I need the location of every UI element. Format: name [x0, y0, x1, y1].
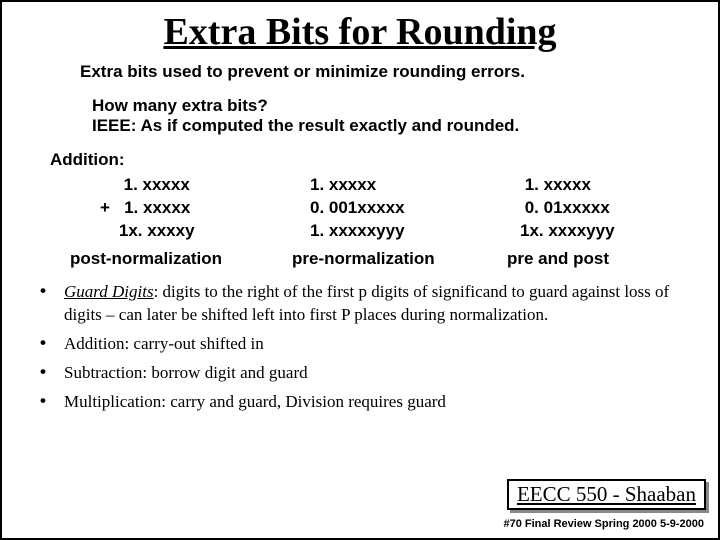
addition-columns: 1. xxxxx + 1. xxxxx 1x. xxxxy 1. xxxxx 0…: [100, 174, 698, 243]
col2-row3: 1. xxxxxyyy: [310, 220, 520, 243]
slide-frame: Extra Bits for Rounding Extra bits used …: [0, 0, 720, 540]
col1-row3: 1x. xxxxy: [100, 220, 310, 243]
column-labels-row: post-normalization pre-normalization pre…: [70, 249, 698, 269]
slide-title: Extra Bits for Rounding: [22, 10, 698, 54]
col2-row2: 0. 001xxxxx: [310, 197, 520, 220]
label-pre-and-post: pre and post: [507, 249, 657, 269]
bullet-addition-text: Addition: carry-out shifted in: [64, 333, 698, 356]
ieee-statement: IEEE: As if computed the result exactly …: [92, 116, 698, 136]
bullet-mark-icon: •: [40, 391, 64, 411]
bullet-guard-text: Guard Digits: digits to the right of the…: [64, 281, 698, 327]
addition-heading: Addition:: [50, 150, 698, 170]
intro-text: Extra bits used to prevent or minimize r…: [80, 62, 698, 82]
label-post-normalization: post-normalization: [70, 249, 292, 269]
question-extra-bits: How many extra bits?: [92, 96, 698, 116]
label-pre-normalization: pre-normalization: [292, 249, 507, 269]
bullet-addition: • Addition: carry-out shifted in: [40, 333, 698, 356]
course-footer-box: EECC 550 - Shaaban: [507, 479, 706, 510]
bullet-list: • Guard Digits: digits to the right of t…: [40, 281, 698, 414]
col1-row1: 1. xxxxx: [100, 174, 310, 197]
col3-row2: 0. 01xxxxx: [520, 197, 690, 220]
column-pre-and-post: 1. xxxxx 0. 01xxxxx 1x. xxxxyyy: [520, 174, 690, 243]
col1-row2: + 1. xxxxx: [100, 197, 310, 220]
bullet-mark-icon: •: [40, 362, 64, 382]
bullet-mark-icon: •: [40, 281, 64, 301]
column-post-normalization: 1. xxxxx + 1. xxxxx 1x. xxxxy: [100, 174, 310, 243]
bullet-guard-digits: • Guard Digits: digits to the right of t…: [40, 281, 698, 327]
column-pre-normalization: 1. xxxxx 0. 001xxxxx 1. xxxxxyyy: [310, 174, 520, 243]
bullet-mark-icon: •: [40, 333, 64, 353]
col2-row1: 1. xxxxx: [310, 174, 520, 197]
col3-row3: 1x. xxxxyyy: [520, 220, 690, 243]
guard-digits-label: Guard Digits: [64, 282, 154, 301]
bullet-subtraction: • Subtraction: borrow digit and guard: [40, 362, 698, 385]
col3-row1: 1. xxxxx: [520, 174, 690, 197]
bullet-multiplication-text: Multiplication: carry and guard, Divisio…: [64, 391, 698, 414]
bullet-subtraction-text: Subtraction: borrow digit and guard: [64, 362, 698, 385]
guard-digits-rest: : digits to the right of the first p dig…: [64, 282, 669, 324]
bullet-multiplication: • Multiplication: carry and guard, Divis…: [40, 391, 698, 414]
slide-footer-meta: #70 Final Review Spring 2000 5-9-2000: [503, 518, 704, 530]
